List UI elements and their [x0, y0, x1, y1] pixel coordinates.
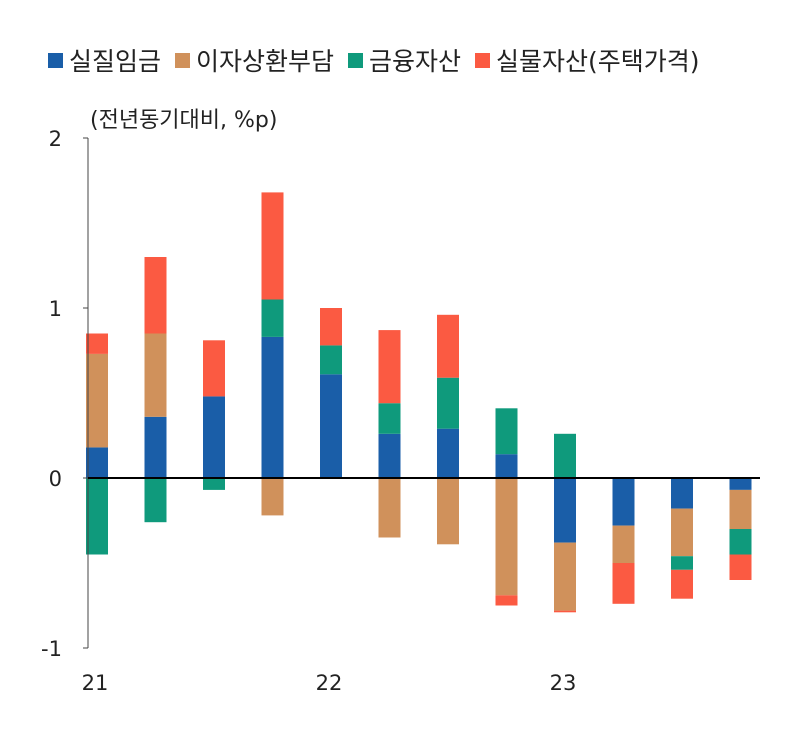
unit-label: (전년동기대비, %p) [90, 108, 278, 133]
bar-segment [144, 257, 167, 334]
bar-segment [378, 478, 401, 538]
bar-segment [495, 408, 518, 455]
bar-segment [86, 478, 108, 555]
bar-segment [671, 556, 693, 570]
legend-swatch [48, 52, 63, 68]
legend-label: 실물자산(주택가격) [496, 47, 700, 76]
bar-segment [671, 508, 693, 557]
bar-segment [729, 478, 752, 490]
bar-segment [320, 374, 342, 478]
bar-segment [378, 433, 401, 478]
bar-segment [495, 478, 518, 596]
legend-label: 금융자산 [369, 47, 462, 76]
bar-segment [729, 529, 752, 555]
y-tick-label: 1 [49, 297, 62, 321]
bar-segment [437, 478, 459, 545]
bar-segment [144, 333, 167, 417]
legend: 실질임금 이자상환부담 금융자산 실물자산(주택가격) [48, 42, 700, 78]
bar-segment [612, 563, 635, 604]
bar-segment [320, 308, 342, 346]
bar-segment [261, 192, 284, 300]
legend-label: 이자상환부담 [196, 47, 335, 76]
bar-segment [261, 299, 284, 337]
bar-segment [612, 478, 635, 526]
legend-item: 실질임금 [48, 42, 161, 78]
bar-segment [437, 428, 459, 478]
bar-segment [612, 525, 635, 563]
bar-segment [144, 478, 167, 523]
bar-segment [671, 478, 693, 509]
legend-swatch [475, 52, 491, 68]
bar-segment [320, 345, 342, 375]
bar-segment [86, 353, 108, 448]
bar-segment [729, 554, 752, 580]
bar-segment [86, 447, 108, 478]
bar-segment [495, 595, 518, 606]
bar-segment [86, 333, 108, 354]
bar-segment [261, 336, 284, 478]
x-tick-label: 23 [550, 671, 577, 695]
legend-swatch [175, 52, 191, 68]
legend-item: 실물자산(주택가격) [475, 42, 700, 78]
bar-segment [203, 340, 225, 397]
bar-segment [437, 314, 459, 378]
bar-segment [671, 569, 693, 599]
legend-label: 실질임금 [69, 47, 162, 76]
bar-segment [378, 330, 401, 404]
bar-segment [144, 416, 167, 478]
bar-segment [378, 403, 401, 434]
y-tick-label: -1 [41, 637, 62, 661]
bar-segment [554, 478, 576, 543]
bar-segment [729, 489, 752, 529]
bar-segment [554, 542, 576, 611]
bar-segment [437, 377, 459, 429]
bar-segment [203, 396, 225, 478]
bar-segment [554, 610, 576, 613]
bar-segment [554, 433, 576, 478]
bar-segment [203, 478, 225, 490]
x-tick-label: 21 [82, 671, 109, 695]
bar-segment [495, 454, 518, 478]
legend-item: 이자상환부담 [175, 42, 334, 78]
x-tick-label: 22 [316, 671, 343, 695]
y-tick-label: 0 [49, 467, 62, 491]
legend-item: 금융자산 [348, 42, 461, 78]
bar-segment [261, 478, 284, 516]
y-tick-label: 2 [49, 127, 62, 151]
legend-swatch [348, 52, 364, 68]
